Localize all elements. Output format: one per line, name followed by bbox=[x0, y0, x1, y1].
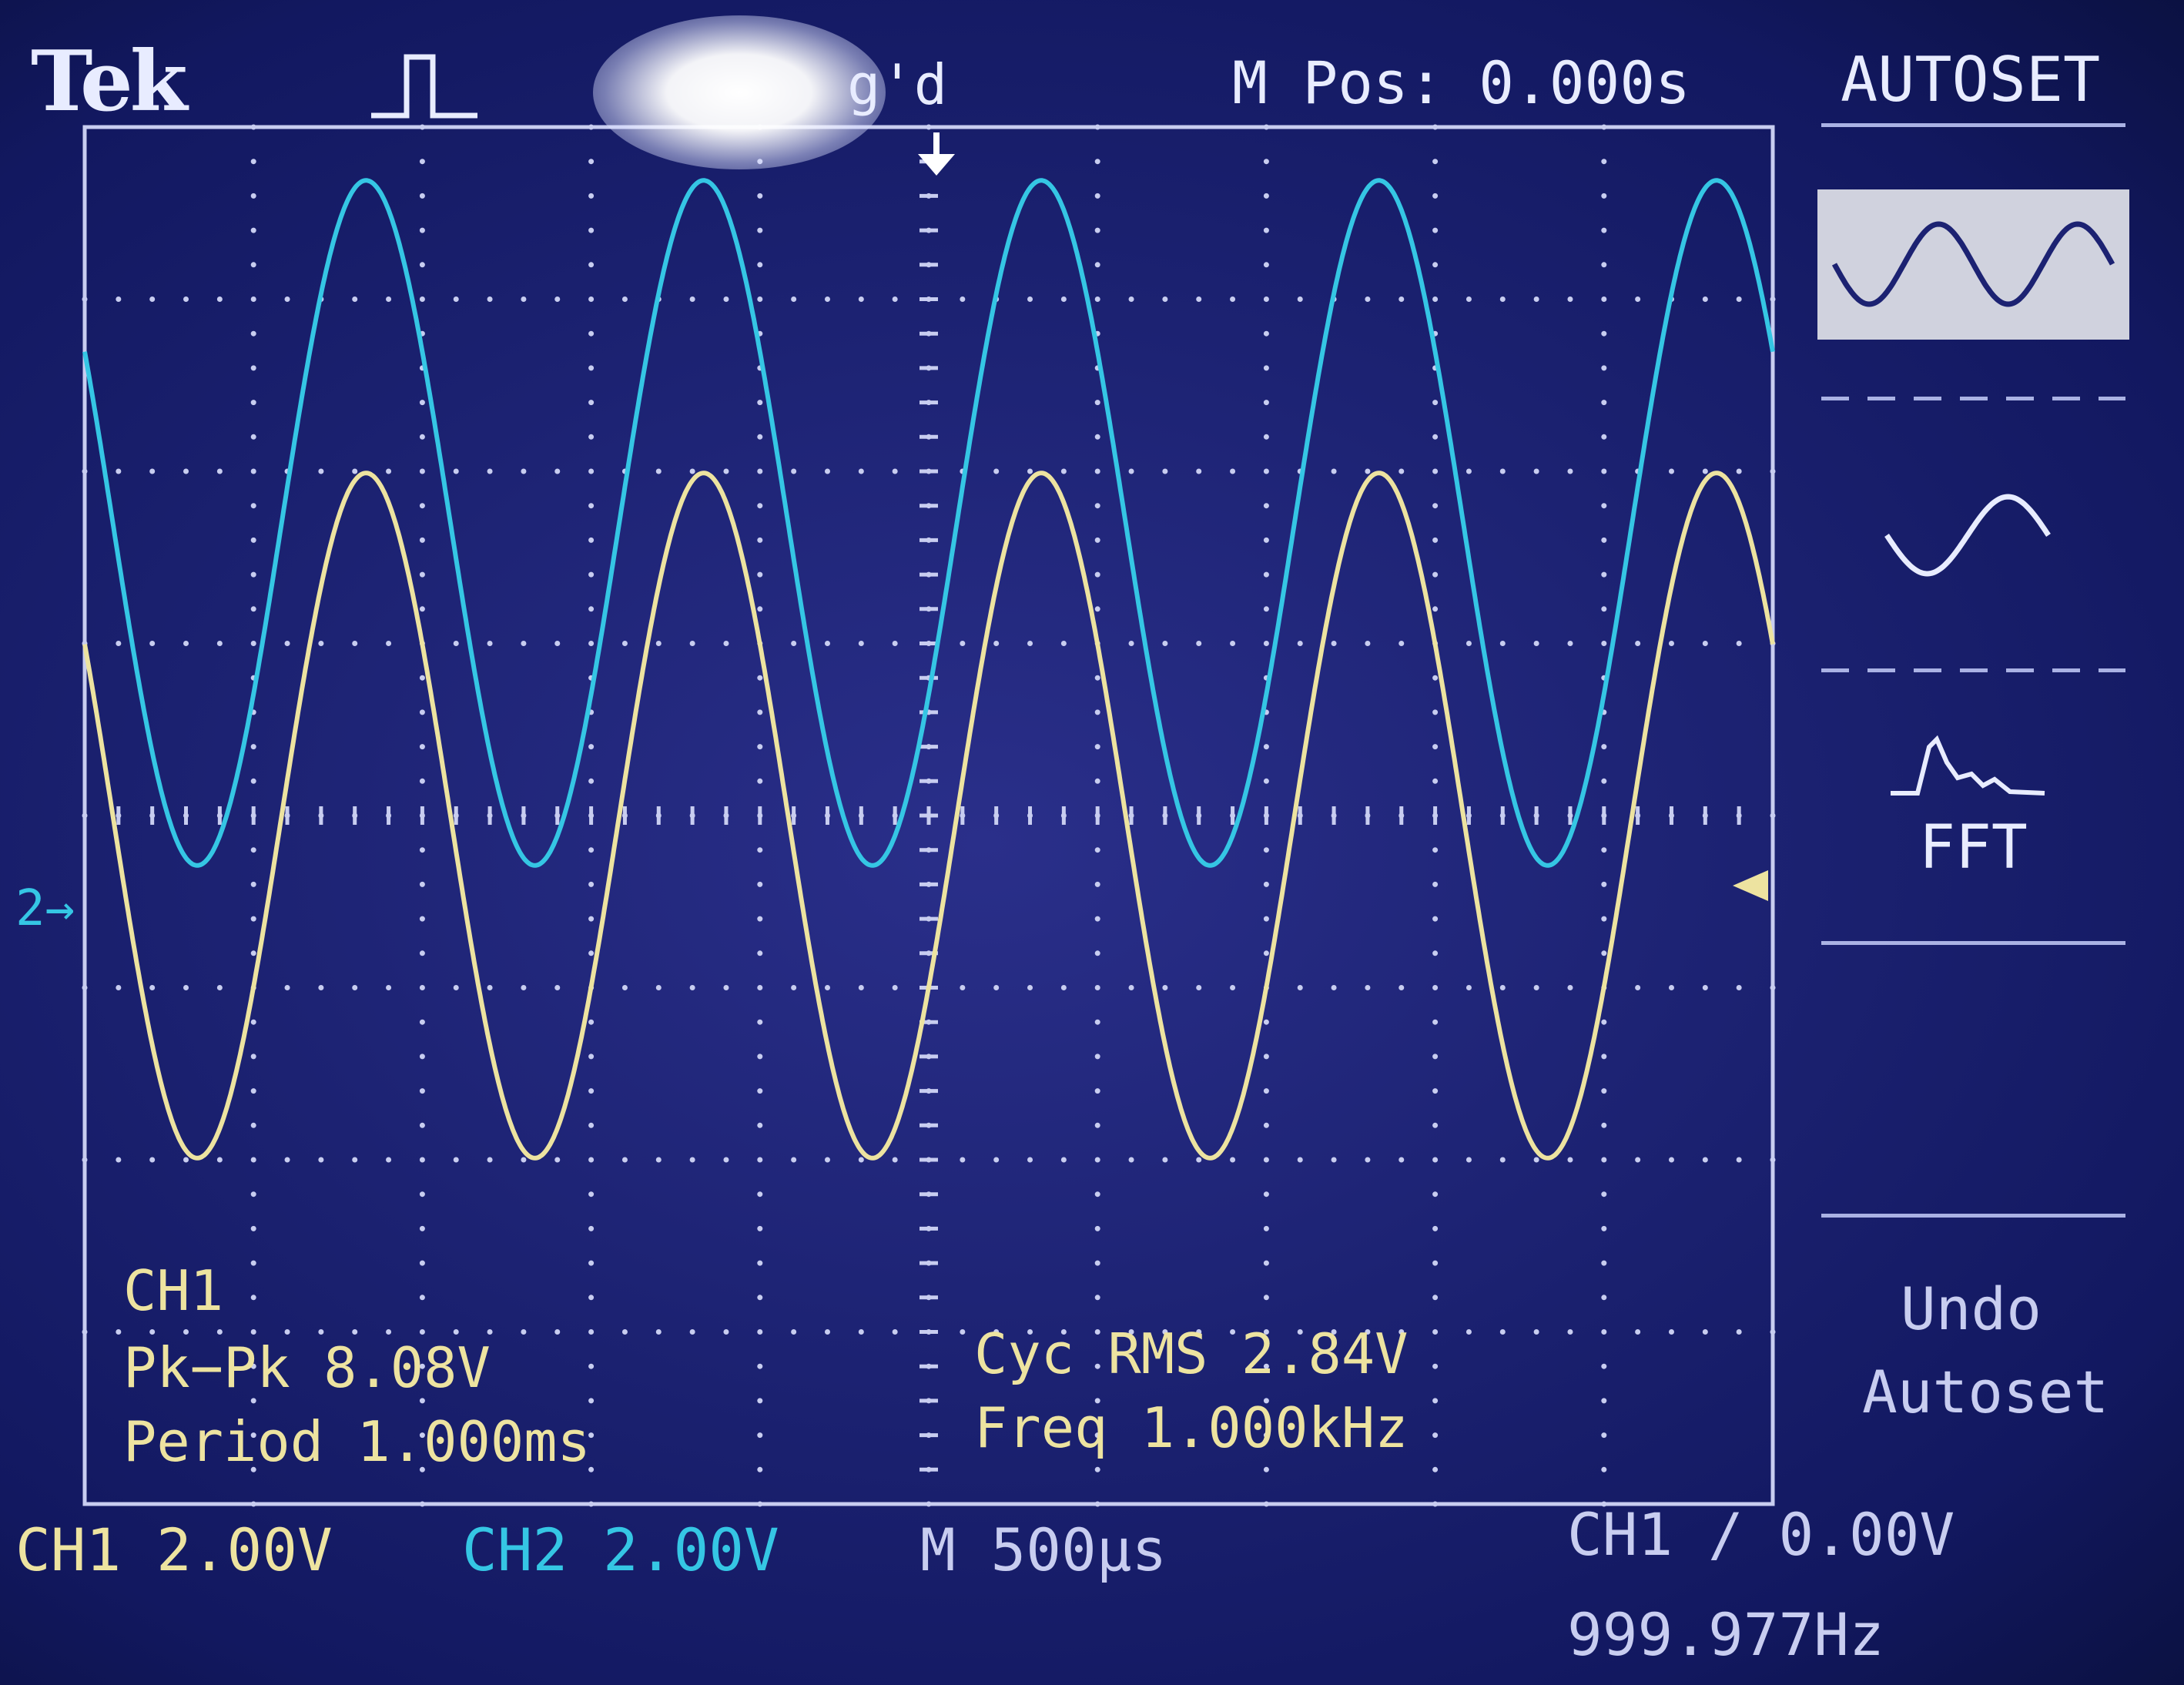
ch1-waveform bbox=[82, 471, 1775, 1161]
ch2-scale-readout: CH2 2.00V bbox=[462, 1516, 779, 1584]
side-menu-divider bbox=[1821, 668, 2125, 672]
fft-option-label[interactable]: FFT bbox=[1919, 813, 2028, 883]
autoset-menu-title: AUTOSET bbox=[1841, 44, 2101, 116]
trigger-level-marker bbox=[1733, 870, 1768, 901]
ch1-scale-readout: CH1 2.00V bbox=[15, 1516, 333, 1584]
measurement-pk-pk: Pk−Pk 8.08V bbox=[123, 1335, 491, 1400]
trigger-frequency-readout: 999.977Hz bbox=[1567, 1600, 1884, 1669]
side-menu-divider bbox=[1821, 941, 2125, 945]
tek-logo: Tek bbox=[31, 33, 188, 130]
ch2-waveform bbox=[82, 178, 1775, 868]
measurement-cyc-rms: Cyc RMS 2.84V bbox=[974, 1322, 1409, 1386]
measurement-freq: Freq 1.000kHz bbox=[974, 1395, 1409, 1460]
measurement-source: CH1 bbox=[123, 1258, 224, 1323]
graticule-tick-marks bbox=[82, 125, 1775, 1506]
graticule-center-ticks bbox=[82, 125, 1775, 1506]
side-menu-divider bbox=[1821, 123, 2125, 127]
fft-spectrum-icon[interactable] bbox=[1887, 732, 2048, 809]
single-cycle-sine-icon[interactable] bbox=[1879, 477, 2056, 593]
side-menu-divider bbox=[1821, 397, 2125, 400]
screen-glare bbox=[593, 15, 886, 169]
side-menu-divider bbox=[1821, 1214, 2125, 1218]
trigger-status: g'd bbox=[847, 52, 948, 117]
timebase-readout: M 500µs bbox=[920, 1516, 1167, 1584]
multi-cycle-sine-icon bbox=[1831, 221, 2115, 307]
ch2-ground-marker: 2→ bbox=[15, 880, 75, 937]
measurement-period: Period 1.000ms bbox=[123, 1409, 591, 1474]
undo-autoset-button[interactable]: Undo bbox=[1901, 1275, 2042, 1343]
trigger-readout: CH1 ∕ 0.00V bbox=[1567, 1500, 1955, 1569]
pulse-trigger-icon bbox=[371, 54, 477, 119]
trigger-position-marker bbox=[918, 154, 955, 176]
undo-autoset-button-line2[interactable]: Autoset bbox=[1862, 1358, 2109, 1426]
main-position-readout: M Pos: 0.000s bbox=[1232, 49, 1690, 117]
trigger-position-stem bbox=[933, 132, 940, 156]
